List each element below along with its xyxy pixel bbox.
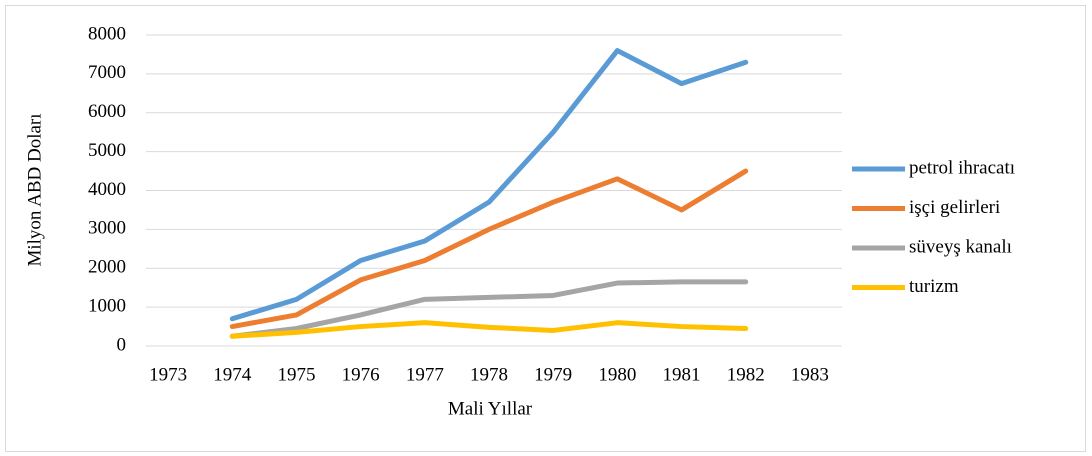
x-tick-label: 1980 [598,364,636,385]
x-axis-title: Mali Yıllar [448,398,533,419]
x-tick-label: 1981 [663,364,701,385]
x-tick-label: 1976 [342,364,380,385]
legend-label: işçi gelirleri [909,197,1000,218]
y-tick-label: 6000 [88,101,126,122]
x-tick-label: 1982 [727,364,765,385]
line-series [229,279,749,339]
x-tick-label: 1983 [791,364,829,385]
line-series [229,320,749,339]
legend-label: süveyş kanalı [909,236,1012,257]
x-tick-label: 1975 [277,364,315,385]
y-tick-label: 4000 [88,179,126,200]
y-tick-label: 5000 [88,140,126,161]
line-series [229,48,749,322]
x-tick-label: 1977 [406,364,444,385]
line-series [229,168,749,330]
x-tick-label: 1973 [149,364,187,385]
y-axis-title: Milyon ABD Doları [24,113,45,266]
legend-label: turizm [909,276,959,297]
y-tick-label: 1000 [88,295,126,316]
x-tick-label: 1978 [470,364,508,385]
legend-label: petrol ihracatı [909,157,1015,178]
x-tick-label: 1979 [534,364,572,385]
x-tick-label: 1974 [213,364,252,385]
y-tick-label: 0 [117,334,127,355]
y-tick-label: 2000 [88,257,126,278]
y-tick-label: 3000 [88,218,126,239]
chart-border [5,5,1086,452]
y-tick-label: 7000 [88,62,126,83]
y-tick-label: 8000 [88,23,126,44]
